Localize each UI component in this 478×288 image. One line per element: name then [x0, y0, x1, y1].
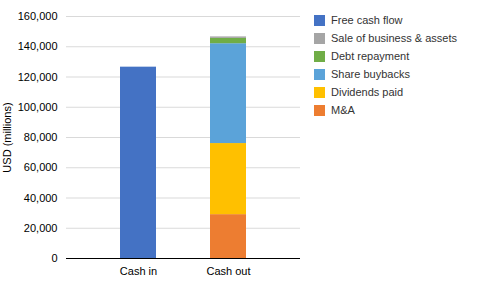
html-text:Free cash flow: Free cash flow — [331, 14, 403, 26]
svg-text:40,000: 40,000 — [24, 192, 58, 204]
svg-text:160,000: 160,000 — [18, 10, 58, 22]
svg-text:140,000: 140,000 — [18, 40, 58, 52]
svg-text:Cash in: Cash in — [120, 265, 157, 277]
svg-text:USD (millions): USD (millions) — [1, 102, 13, 172]
svg-text:20,000: 20,000 — [24, 222, 58, 234]
svg-text:60,000: 60,000 — [24, 161, 58, 173]
html-text:Sale of business & assets: Sale of business & assets — [331, 32, 457, 44]
svg-text:Cash out: Cash out — [206, 265, 250, 277]
html-text:Dividends paid: Dividends paid — [331, 86, 404, 98]
svg-text:120,000: 120,000 — [18, 71, 58, 83]
html-text:Debt repayment: Debt repayment — [331, 50, 410, 62]
html-text:M&A: M&A — [331, 104, 355, 116]
svg-text:80,000: 80,000 — [24, 131, 58, 143]
html-text:Share buybacks: Share buybacks — [331, 68, 410, 80]
svg-text:100,000: 100,000 — [18, 101, 58, 113]
svg-text:0: 0 — [51, 252, 57, 264]
